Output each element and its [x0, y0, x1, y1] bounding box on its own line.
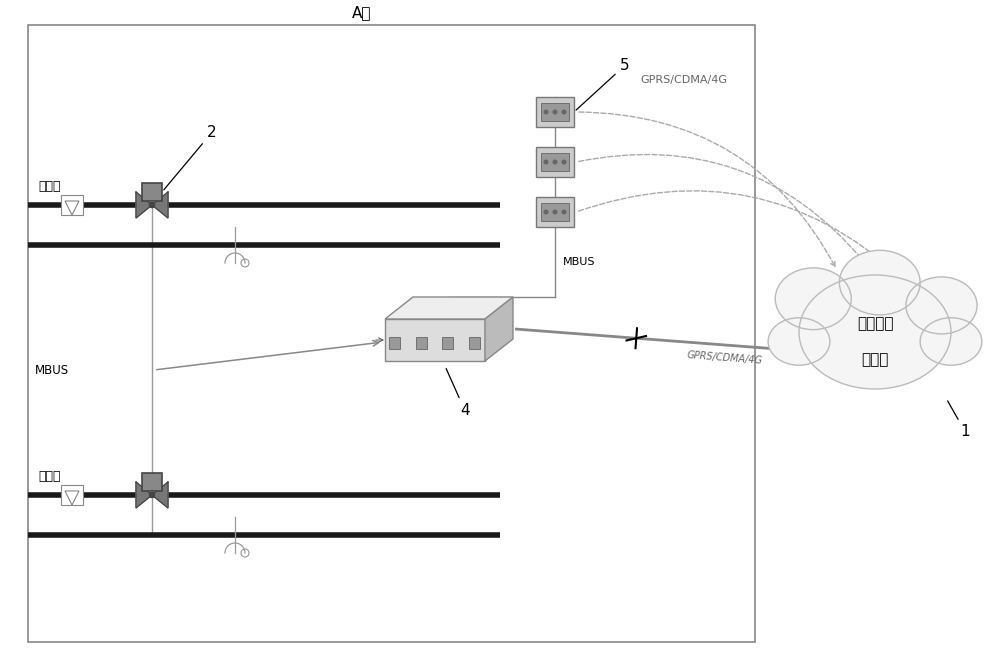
Circle shape	[562, 160, 566, 164]
Bar	[469, 337, 480, 349]
Polygon shape	[136, 192, 152, 218]
Bar	[61, 195, 83, 215]
Text: 5: 5	[576, 58, 630, 110]
Ellipse shape	[799, 275, 951, 389]
Text: 二单元: 二单元	[38, 470, 60, 484]
Text: 云平台: 云平台	[861, 352, 889, 368]
Polygon shape	[136, 482, 152, 508]
Bar	[142, 473, 162, 491]
FancyArrowPatch shape	[579, 191, 900, 277]
Circle shape	[553, 110, 557, 114]
Bar	[61, 485, 83, 505]
Text: 1: 1	[948, 401, 970, 440]
Circle shape	[562, 110, 566, 114]
Polygon shape	[152, 482, 168, 508]
Text: MBUS: MBUS	[35, 364, 69, 376]
FancyArrowPatch shape	[579, 112, 835, 266]
Bar	[541, 203, 569, 221]
Text: A楼: A楼	[352, 5, 371, 20]
Text: 能耗监控: 能耗监控	[857, 317, 893, 331]
Bar	[536, 97, 574, 127]
Circle shape	[544, 110, 548, 114]
Text: 一单元: 一单元	[38, 181, 60, 193]
Ellipse shape	[775, 268, 851, 329]
Text: GPRS/CDMA/4G: GPRS/CDMA/4G	[687, 350, 763, 366]
Circle shape	[544, 210, 548, 214]
Circle shape	[553, 160, 557, 164]
Circle shape	[553, 210, 557, 214]
Bar	[541, 153, 569, 171]
Text: 4: 4	[446, 369, 470, 418]
Polygon shape	[65, 201, 79, 215]
Bar	[142, 183, 162, 201]
Circle shape	[562, 210, 566, 214]
Bar	[541, 103, 569, 121]
Polygon shape	[152, 192, 168, 218]
Circle shape	[150, 203, 154, 207]
Ellipse shape	[920, 317, 982, 366]
Circle shape	[544, 160, 548, 164]
Circle shape	[150, 492, 154, 498]
FancyArrowPatch shape	[579, 155, 863, 260]
Text: GPRS/CDMA/4G: GPRS/CDMA/4G	[640, 75, 727, 85]
Polygon shape	[485, 297, 513, 361]
Ellipse shape	[839, 250, 920, 315]
Ellipse shape	[906, 277, 977, 334]
Bar	[536, 197, 574, 227]
Polygon shape	[65, 491, 79, 505]
Bar	[536, 147, 574, 177]
Text: 2: 2	[164, 125, 217, 190]
Bar	[28, 25, 755, 642]
Bar	[385, 319, 485, 361]
Text: MBUS: MBUS	[563, 257, 596, 267]
Ellipse shape	[768, 317, 830, 366]
Bar	[442, 337, 453, 349]
Polygon shape	[385, 297, 513, 319]
Bar	[389, 337, 400, 349]
Bar	[416, 337, 427, 349]
